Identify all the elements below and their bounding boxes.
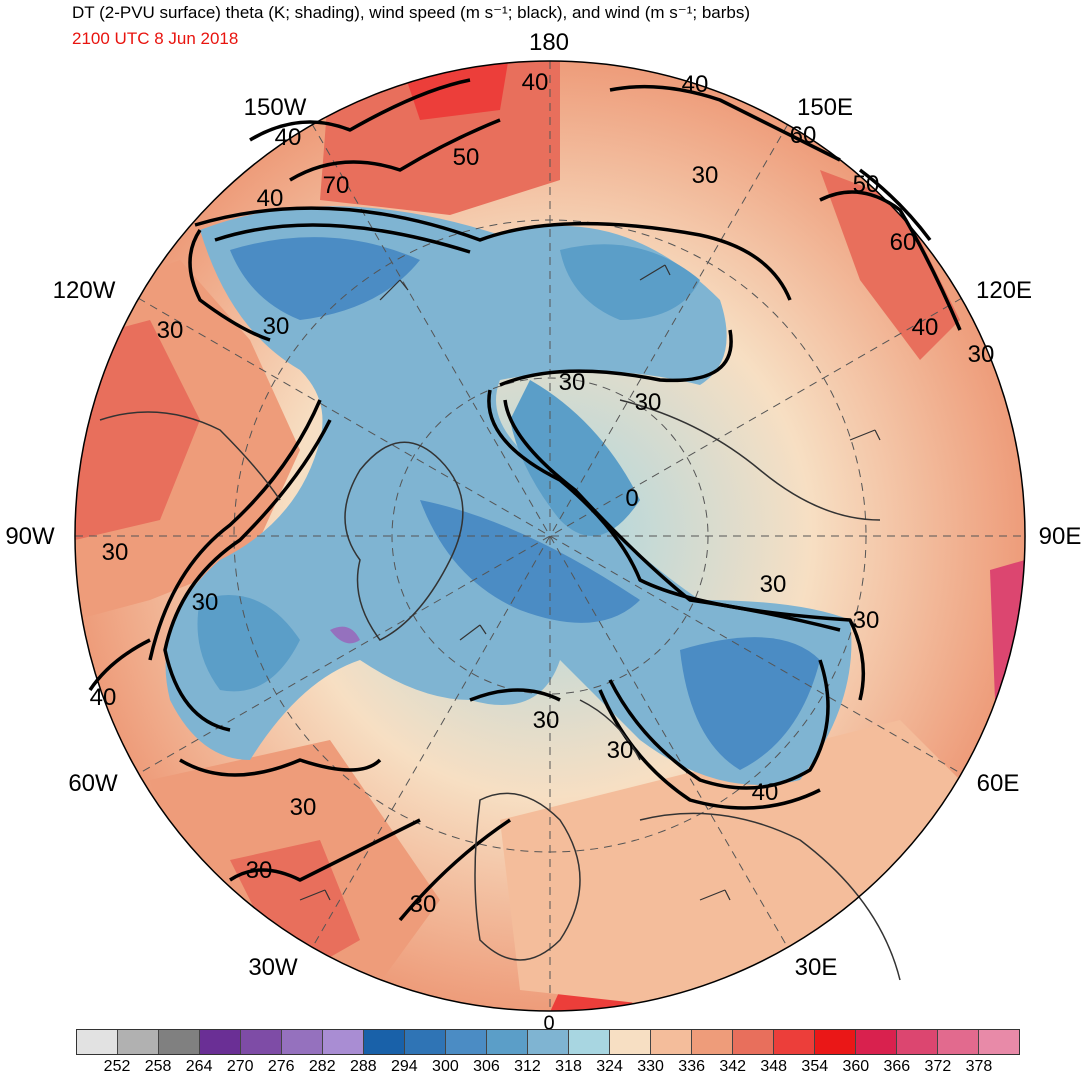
contour-label: 50 (853, 171, 880, 198)
lon-label-120e: 120E (975, 277, 1033, 304)
contour-label: 40 (522, 69, 549, 96)
colorbar-tick-label: 312 (514, 1058, 541, 1075)
contour-label: 40 (90, 684, 117, 711)
colorbar-tick-label: 282 (308, 1058, 336, 1075)
colorbar-tick-label: 348 (760, 1058, 788, 1075)
colorbar-swatch (938, 1030, 979, 1054)
colorbar-tick-label: 342 (719, 1058, 747, 1075)
lon-label-90w: 90W (5, 523, 55, 550)
colorbar-tick-label: 360 (842, 1058, 870, 1075)
contour-label: 30 (290, 794, 317, 821)
lon-label-30e: 30E (794, 954, 838, 981)
contour-labels: 40 40 50 60 50 60 40 70 40 30 30 30 40 3… (90, 69, 995, 918)
colorbar-ticks: 252 258 264 270 276 282 288 294 300 306 312 318 324 3… (76, 1058, 1020, 1078)
colorbar-tick-label: 252 (103, 1058, 131, 1075)
colorbar-swatch (323, 1030, 364, 1054)
contour-label: 30 (533, 707, 560, 734)
colorbar-swatch (405, 1030, 446, 1054)
contour-label: 40 (275, 124, 302, 151)
lon-label-150e: 150E (796, 94, 854, 121)
contour-label: 60 (790, 122, 817, 149)
colorbar-tick-label: 372 (924, 1058, 952, 1075)
colorbar-swatch (692, 1030, 733, 1054)
contour-label: 30 (635, 389, 662, 416)
lon-label-30w: 30W (248, 954, 298, 981)
colorbar-swatch (159, 1030, 200, 1054)
colorbar (76, 1029, 1020, 1055)
colorbar-swatch (118, 1030, 159, 1054)
wind-speed-contours (88, 78, 962, 922)
colorbar-tick-label: 324 (596, 1058, 623, 1075)
colorbar-tick-label: 378 (965, 1058, 993, 1075)
lon-label-0: 0 (543, 1012, 555, 1035)
colorbar-swatch (774, 1030, 815, 1054)
colorbar-swatch (446, 1030, 487, 1054)
contour-label: 30 (102, 539, 129, 566)
contour-label: 30 (968, 341, 995, 368)
contour-label: 30 (157, 317, 184, 344)
lon-label-60e: 60E (976, 770, 1020, 797)
lon-label-90e: 90E (1038, 523, 1082, 550)
colorbar-swatch (487, 1030, 528, 1054)
colorbar-tick-label: 258 (144, 1058, 172, 1075)
contour-label: 40 (912, 314, 939, 341)
colorbar-tick-label: 330 (637, 1058, 664, 1075)
colorbar-tick-label: 366 (883, 1058, 911, 1075)
map-border (74, 60, 1026, 1012)
figure-title: DT (2-PVU surface) theta (K; shading), w… (72, 3, 751, 22)
lon-label-180: 180 (528, 29, 570, 56)
colorbar-tick-label: 288 (349, 1058, 377, 1075)
contour-label: 30 (192, 589, 219, 616)
colorbar-swatch (282, 1030, 323, 1054)
contour-label: 60 (890, 229, 917, 256)
colorbar-swatch (610, 1030, 651, 1054)
colorbar-tick-label: 318 (555, 1058, 582, 1075)
colorbar-swatch (77, 1030, 118, 1054)
colorbar-swatch (241, 1030, 282, 1054)
colorbar-swatch (979, 1030, 1019, 1054)
contour-label: 30 (760, 571, 787, 598)
contour-label: 40 (752, 779, 779, 806)
contour-label: 40 (257, 185, 284, 212)
lon-label-150w: 150W (243, 94, 307, 121)
contour-label: 30 (263, 313, 290, 340)
valid-time: 2100 UTC 8 Jun 2018 (72, 29, 239, 48)
colorbar-tick-label: 306 (473, 1058, 500, 1075)
colorbar-swatch (200, 1030, 241, 1054)
colorbar-tick-label: 264 (185, 1058, 213, 1075)
colorbar-swatch (364, 1030, 405, 1054)
graticule (75, 61, 1025, 1011)
contour-label: 30 (246, 857, 273, 884)
contour-label: 30 (853, 607, 880, 634)
colorbar-tick-label: 276 (267, 1058, 295, 1075)
contour-label: 30 (559, 369, 586, 396)
colorbar-swatch (569, 1030, 610, 1054)
contour-label: 30 (410, 891, 437, 918)
contour-label: 0 (625, 485, 638, 512)
colorbar-tick-label: 270 (226, 1058, 254, 1075)
wind-barbs (299, 264, 881, 901)
contour-label: 30 (607, 737, 634, 764)
coastlines (99, 399, 901, 981)
colorbar-swatch (815, 1030, 856, 1054)
contour-label: 70 (323, 172, 350, 199)
lon-label-120w: 120W (52, 277, 116, 304)
colorbar-swatch (897, 1030, 938, 1054)
contour-label: 40 (682, 71, 709, 98)
colorbar-tick-label: 354 (801, 1058, 829, 1075)
colorbar-swatch (528, 1030, 569, 1054)
colorbar-swatch (651, 1030, 692, 1054)
colorbar-swatch (733, 1030, 774, 1054)
colorbar-swatch (856, 1030, 897, 1054)
colorbar-tick-label: 300 (432, 1058, 459, 1075)
colorbar-tick-label: 336 (678, 1058, 705, 1075)
colorbar-tick-label: 294 (390, 1058, 418, 1075)
contour-label: 50 (453, 144, 480, 171)
contour-label: 30 (692, 162, 719, 189)
lon-label-60w: 60W (68, 770, 118, 797)
